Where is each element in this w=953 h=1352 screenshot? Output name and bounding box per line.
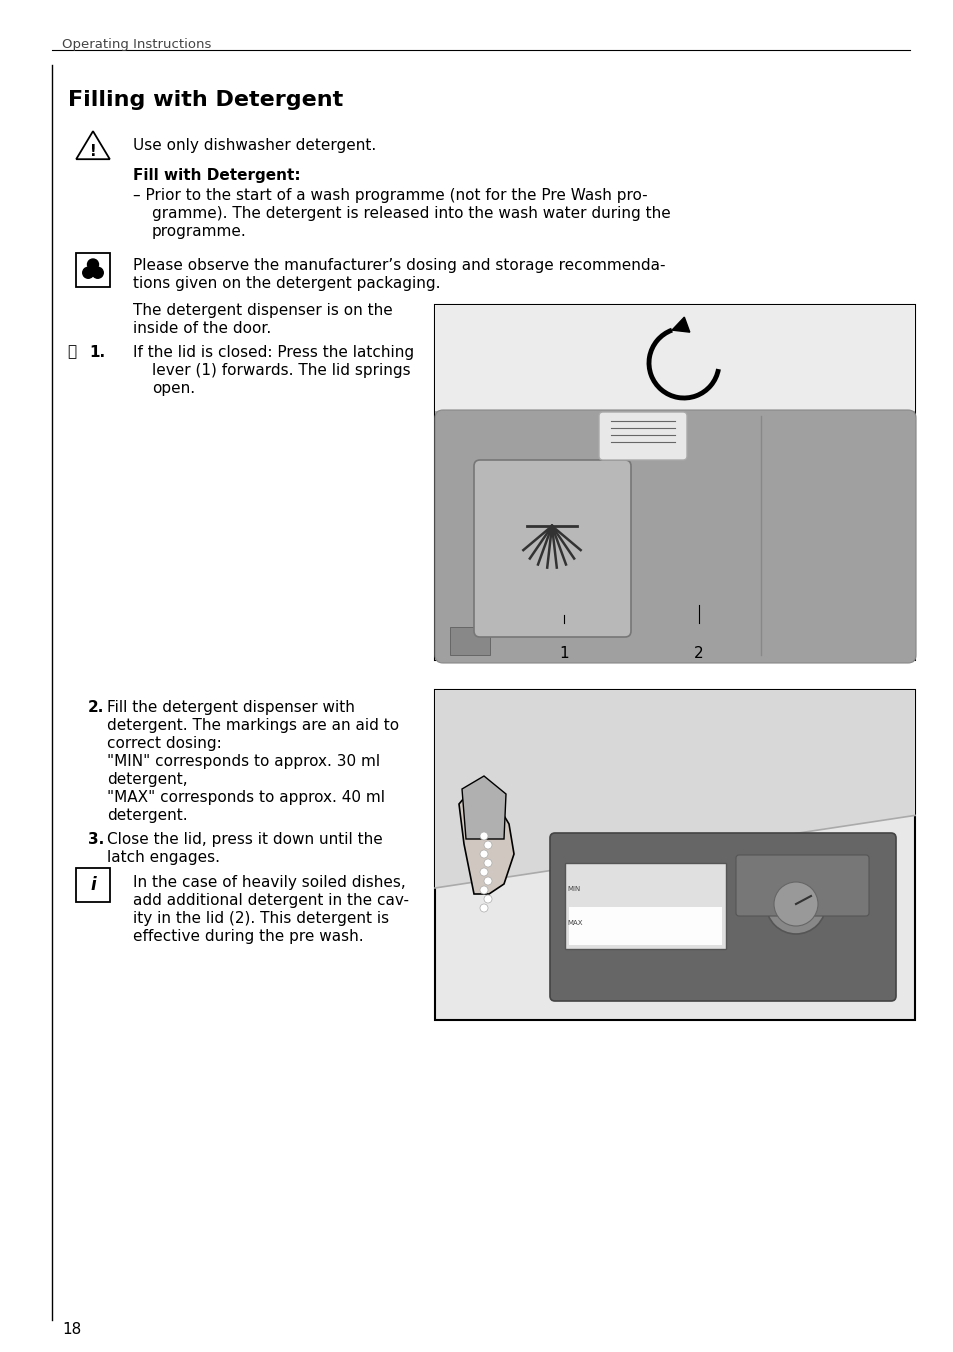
Circle shape [483,859,492,867]
Text: lever (1) forwards. The lid springs: lever (1) forwards. The lid springs [152,362,410,379]
Text: Operating Instructions: Operating Instructions [62,38,212,51]
Circle shape [479,868,488,876]
Text: latch engages.: latch engages. [107,850,220,865]
FancyBboxPatch shape [550,833,895,1000]
Text: 2: 2 [694,646,703,661]
Text: open.: open. [152,381,195,396]
FancyBboxPatch shape [435,410,915,662]
Circle shape [479,904,488,913]
Text: 2.: 2. [88,700,104,715]
Bar [76,253,110,287]
Circle shape [483,877,492,886]
Text: tions given on the detergent packaging.: tions given on the detergent packaging. [132,276,440,291]
Circle shape [90,266,96,273]
Text: "MAX" corresponds to approx. 40 ml: "MAX" corresponds to approx. 40 ml [107,790,385,804]
Text: i: i [90,876,95,894]
Circle shape [479,831,488,840]
Text: Filling with Detergent: Filling with Detergent [68,91,343,110]
Text: gramme). The detergent is released into the wash water during the: gramme). The detergent is released into … [152,206,670,220]
Bar [450,627,490,654]
Text: ☞: ☞ [68,345,76,360]
Text: If the lid is closed: Press the latching: If the lid is closed: Press the latching [132,345,414,360]
Polygon shape [461,776,505,840]
Bar [568,907,721,945]
Circle shape [83,268,93,279]
Text: In the case of heavily soiled dishes,: In the case of heavily soiled dishes, [132,875,405,890]
Text: 1.: 1. [89,345,105,360]
Text: programme.: programme. [152,224,247,239]
Text: The detergent dispenser is on the: The detergent dispenser is on the [132,303,393,318]
Text: MAX: MAX [566,921,582,926]
Bar [435,411,914,660]
Text: add additional detergent in the cav-: add additional detergent in the cav- [132,894,409,909]
Text: Use only dishwasher detergent.: Use only dishwasher detergent. [132,138,375,153]
Circle shape [92,268,103,279]
Text: Fill with Detergent:: Fill with Detergent: [132,168,300,183]
Text: 1: 1 [558,646,568,661]
Text: correct dosing:: correct dosing: [107,735,221,750]
Circle shape [765,873,825,934]
FancyBboxPatch shape [474,460,630,637]
Bar [564,863,725,949]
Bar [435,306,914,660]
Text: detergent.: detergent. [107,808,188,823]
Bar [76,868,110,902]
Polygon shape [458,784,514,894]
FancyBboxPatch shape [598,412,686,460]
Text: MIN: MIN [566,886,579,892]
Text: – Prior to the start of a wash programme (not for the Pre Wash pro-: – Prior to the start of a wash programme… [132,188,647,203]
Bar [435,690,914,1019]
Circle shape [479,886,488,894]
FancyBboxPatch shape [735,854,868,917]
Text: Fill the detergent dispenser with: Fill the detergent dispenser with [107,700,355,715]
Polygon shape [435,690,914,888]
Text: 18: 18 [62,1322,81,1337]
Text: detergent. The markings are an aid to: detergent. The markings are an aid to [107,718,398,733]
Text: ity in the lid (2). This detergent is: ity in the lid (2). This detergent is [132,911,389,926]
Text: effective during the pre wash.: effective during the pre wash. [132,929,363,944]
Text: inside of the door.: inside of the door. [132,320,271,337]
Circle shape [483,841,492,849]
Text: "MIN" corresponds to approx. 30 ml: "MIN" corresponds to approx. 30 ml [107,754,379,769]
Polygon shape [671,318,689,333]
Text: detergent,: detergent, [107,772,188,787]
Text: 3.: 3. [88,831,104,846]
Bar [435,306,914,411]
Text: !: ! [90,145,96,160]
Circle shape [88,260,98,270]
Text: Close the lid, press it down until the: Close the lid, press it down until the [107,831,382,846]
Circle shape [773,882,817,926]
Circle shape [479,850,488,859]
Text: Please observe the manufacturer’s dosing and storage recommenda-: Please observe the manufacturer’s dosing… [132,258,665,273]
Circle shape [483,895,492,903]
